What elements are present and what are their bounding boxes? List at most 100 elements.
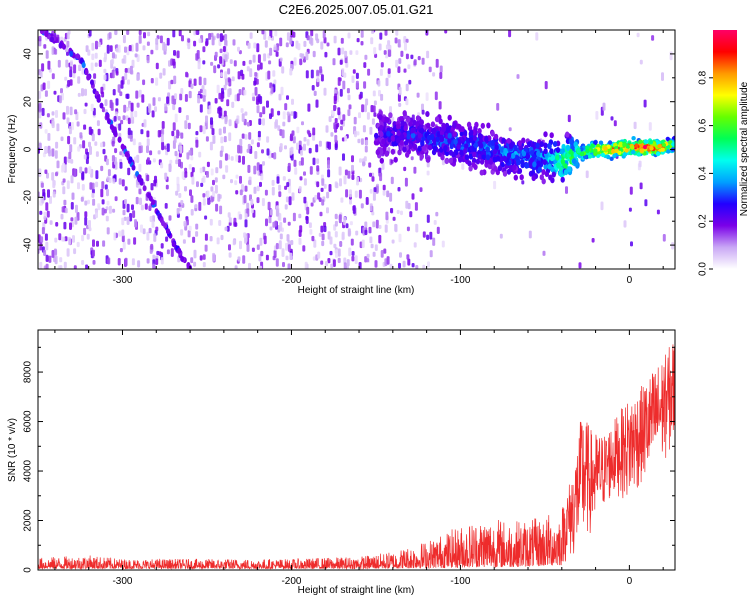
spectrogram-cell [467,160,472,167]
spectrogram-cell [216,84,220,94]
spectrogram-cell [105,158,109,166]
spectrogram-cell [127,167,131,176]
spectrogram-cell [443,145,448,152]
spectrogram-cell [234,265,238,269]
spectrogram-cell [195,131,199,136]
spectrogram-cell [171,95,175,105]
spectrogram-cell [228,221,232,226]
spectrogram-cell [202,46,206,53]
snr-background [38,330,675,570]
spectrogram-cell [39,30,44,35]
spectrogram-cell [256,162,260,171]
spectrogram-cell [176,208,180,215]
spectrogram-cell [217,193,221,202]
spectrogram-cell [38,35,42,42]
spectrogram-cell [188,164,192,170]
spectrogram-cell [370,243,374,249]
spectrogram-cell [151,110,155,118]
spectrogram-cell [556,162,561,169]
spectrogram-cell [257,130,261,138]
spectrogram-cell [348,104,352,110]
spectrogram-cell [239,189,243,196]
spectrogram-cells [38,30,675,269]
spectrogram-cell [387,68,391,74]
spectrogram-cell [642,144,648,150]
snr-x-label: Height of straight line (km) [298,585,415,596]
spectrogram-cell [374,260,378,268]
spectrogram-cell [243,232,247,238]
spectrogram-cell [323,87,327,96]
spectrogram-cell [85,264,89,269]
spectrogram-cell [171,241,176,248]
spectrogram-cell [499,233,503,239]
spectrogram-cell [403,125,408,132]
spectrogram-cell [194,204,198,209]
spectrogram-cell [374,244,378,251]
spectrogram-cell [170,79,174,85]
spectrogram-cell [288,196,292,206]
spectrogram-cell [197,94,201,104]
spectrogram-cell [111,140,115,147]
spectrogram-cell [463,147,468,154]
spectrogram-cell [521,180,525,185]
spectrogram-cell [138,89,142,98]
spectrogram-cell [41,107,45,116]
spectrogram-cell [190,195,194,203]
spectrogram-cell [257,64,260,71]
spectrogram-cell [343,72,347,78]
spectrogram-cell [408,143,413,150]
y-tick-label: 20 [23,96,34,108]
spectrogram-cell [298,213,302,219]
spectrogram-cell [543,131,548,138]
colorbar-tick-label: 0.0 [698,262,709,276]
spectrogram-cell [124,186,128,191]
spectrogram-cell [148,195,153,202]
spectrogram-cell [44,31,49,38]
spectrogram-cell [258,118,262,125]
spectrogram-cell [227,68,231,75]
spectrogram-cell [477,132,483,139]
spectrogram-cell [214,177,218,183]
spectrogram-cell [70,202,74,210]
spectrogram-cell [124,257,128,267]
spectrogram-cell [122,115,126,121]
spectrogram-cell [278,191,282,198]
spectrogram-cell [427,144,433,151]
spectrogram-cell [188,225,192,231]
spectrogram-cell [347,94,351,101]
spectrogram-cell [531,175,536,182]
spectrogram-cell [349,50,353,55]
spectrogram-cell [212,179,215,186]
spectrogram-cell [115,47,119,53]
spectrogram-cell [40,236,44,243]
spectrogram-cell [340,37,344,44]
colorbar-tick-label: 0.2 [698,214,709,228]
spectrogram-cell [92,198,96,206]
spectrogram-cell [292,31,296,38]
spectrogram-cell [373,47,377,55]
spectrogram-cell [169,159,173,164]
spectrogram-cell [326,191,330,199]
spectrogram-cell [128,156,133,163]
spectrogram-cell [407,203,411,210]
spectrogram-cell [130,111,134,120]
spectrogram-cell [284,145,287,150]
spectrogram-cell [280,86,284,96]
spectrogram-cell [426,214,430,223]
spectrogram-cell [278,240,282,250]
spectrogram-cell [319,211,323,217]
spectrogram-cell [370,37,374,45]
spectrogram-cell [528,230,532,239]
spectrogram-cell [672,135,675,141]
spectrogram-cell [76,121,80,127]
spectrogram-cell [363,156,367,162]
spectrogram-cell [289,35,293,45]
spectrogram-cell [302,245,306,252]
spectrogram-cell [339,241,343,247]
spectrogram-cell [425,111,430,117]
spectrogram-cell [516,159,521,166]
spectrogram-cell [111,52,115,59]
spectrogram-cell [68,126,72,135]
spectrogram-cell [550,154,556,161]
spectrogram-cell [561,143,566,150]
